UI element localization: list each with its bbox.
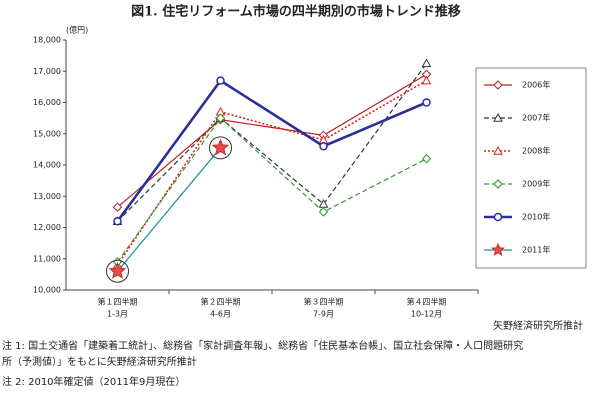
legend-label: 2009年 bbox=[522, 179, 550, 189]
marker bbox=[491, 242, 505, 256]
note: 注 2: 2010年確定値（2011年9月現在） bbox=[2, 375, 185, 388]
y-unit: (億円) bbox=[66, 25, 88, 35]
legend-label: 2007年 bbox=[522, 113, 550, 123]
y-tick-label: 13,000 bbox=[33, 192, 61, 201]
marker bbox=[108, 262, 127, 279]
x-tick-sublabel: 10-12月 bbox=[411, 310, 442, 319]
legend-label: 2006年 bbox=[522, 80, 550, 90]
y-tick-label: 18,000 bbox=[33, 36, 61, 45]
x-tick-sublabel: 4-6月 bbox=[210, 310, 231, 319]
series-line bbox=[117, 63, 427, 222]
marker bbox=[493, 179, 503, 189]
marker bbox=[493, 212, 503, 222]
marker bbox=[493, 112, 503, 122]
marker bbox=[319, 142, 328, 151]
legend-box bbox=[475, 67, 587, 269]
y-tick-label: 10,000 bbox=[33, 286, 61, 295]
series-line bbox=[116, 79, 427, 266]
marker bbox=[318, 207, 329, 217]
note: 所（予測値）」をもとに矢野経済研究所推計 bbox=[2, 355, 197, 368]
chart-title: 図1. 住宅リフォーム市場の四半期別の市場トレンド推移 bbox=[131, 4, 461, 20]
source: 矢野経済研究所推計 bbox=[493, 319, 583, 332]
series-line bbox=[117, 147, 221, 272]
marker bbox=[112, 202, 123, 212]
marker bbox=[215, 113, 226, 123]
series-line bbox=[116, 78, 428, 223]
y-tick-label: 12,000 bbox=[33, 223, 61, 232]
marker bbox=[421, 58, 432, 68]
legend-label: 2011年 bbox=[522, 245, 550, 255]
marker-ring bbox=[209, 136, 232, 160]
x-tick-sublabel: 1-3月 bbox=[107, 310, 128, 319]
y-tick-label: 11,000 bbox=[33, 254, 61, 263]
y-tick-label: 16,000 bbox=[33, 98, 61, 107]
marker bbox=[493, 145, 503, 155]
marker bbox=[421, 154, 432, 164]
y-tick-label: 14,000 bbox=[33, 161, 61, 170]
x-tick-label: 第１四半期 bbox=[98, 297, 138, 307]
marker bbox=[216, 76, 225, 85]
legend-label: 2008年 bbox=[522, 146, 550, 156]
marker-ring bbox=[106, 259, 129, 283]
x-tick-label: 第２四半期 bbox=[201, 297, 241, 307]
y-tick-label: 17,000 bbox=[33, 67, 61, 76]
marker bbox=[421, 75, 432, 85]
marker bbox=[493, 80, 503, 90]
series-line bbox=[117, 117, 427, 263]
marker bbox=[422, 98, 431, 107]
note: 注 1: 国土交通省「建築着工統計」、総務省「家計調査年報」、総務省「住民基本台… bbox=[2, 339, 523, 352]
legend-label: 2010年 bbox=[522, 212, 550, 222]
marker bbox=[211, 138, 230, 156]
x-tick-label: 第４四半期 bbox=[407, 297, 447, 307]
x-tick-sublabel: 7-9月 bbox=[313, 310, 334, 319]
y-tick-label: 15,000 bbox=[33, 129, 61, 138]
x-tick-label: 第３四半期 bbox=[304, 297, 344, 307]
marker bbox=[113, 217, 122, 226]
series-line bbox=[117, 73, 427, 208]
